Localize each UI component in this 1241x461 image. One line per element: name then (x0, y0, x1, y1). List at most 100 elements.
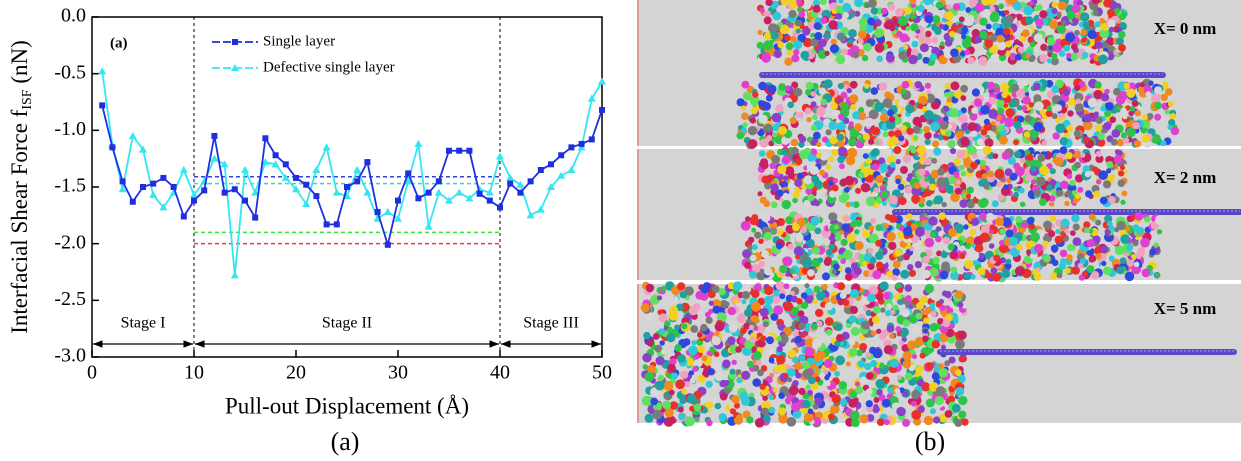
atom (1093, 10, 1099, 16)
point (283, 161, 289, 167)
atom (758, 261, 764, 267)
point (425, 223, 433, 230)
atom (741, 112, 749, 120)
atom (1052, 2, 1058, 8)
atom (957, 150, 966, 159)
atom (757, 42, 764, 49)
atom (1069, 180, 1075, 186)
atom (1024, 131, 1031, 138)
atom (1063, 45, 1070, 52)
atom (655, 381, 665, 391)
atom (748, 237, 754, 243)
point (456, 148, 462, 154)
atom (742, 291, 750, 299)
atom (1039, 166, 1049, 176)
atom (902, 360, 911, 369)
atom (846, 323, 851, 328)
atom (1069, 194, 1074, 199)
atom (945, 39, 952, 46)
caption: (a) (331, 427, 360, 456)
atom (939, 299, 944, 304)
atom (945, 185, 953, 193)
atom (751, 214, 758, 221)
atom (876, 262, 883, 269)
atom (794, 246, 804, 256)
atom (1010, 237, 1019, 246)
atom (963, 224, 968, 229)
point (528, 178, 534, 184)
atom (1095, 253, 1101, 259)
atom (829, 244, 835, 250)
atom (1072, 18, 1078, 24)
atom (1065, 32, 1075, 42)
point (323, 143, 331, 150)
point (242, 198, 248, 204)
atom (811, 125, 817, 131)
atom (752, 244, 758, 250)
y-axis-title-part: (nN) (7, 40, 32, 89)
atom (1138, 87, 1143, 92)
atom (746, 416, 753, 423)
atom (771, 201, 778, 208)
atom (954, 158, 961, 165)
atom (1005, 118, 1015, 128)
atom (867, 294, 876, 303)
atom (909, 246, 914, 251)
atom (771, 229, 777, 235)
atom (758, 100, 764, 106)
atom (1075, 103, 1084, 112)
atom (1065, 268, 1071, 274)
atom (1096, 179, 1101, 184)
atom (899, 340, 904, 345)
point (180, 166, 188, 173)
atom (768, 85, 777, 94)
atom (814, 180, 822, 188)
atom (872, 163, 879, 170)
atom (923, 329, 928, 334)
atom (829, 121, 838, 130)
atom (843, 215, 849, 221)
atom (849, 94, 858, 103)
atom (1003, 28, 1010, 35)
atom (886, 54, 895, 63)
atom (772, 113, 782, 123)
atom (1025, 16, 1033, 24)
atom (912, 354, 917, 359)
atom (979, 31, 987, 39)
atom (1034, 33, 1043, 42)
atom (789, 183, 794, 188)
atom (831, 103, 838, 110)
atom (1096, 125, 1103, 132)
atom (1014, 187, 1019, 192)
atom (745, 216, 751, 222)
atom (709, 301, 714, 306)
atom (789, 385, 799, 395)
y-axis-title: Interfacial Shear Force fISF (nN) (7, 40, 35, 334)
atom (766, 336, 774, 344)
legend-marker (232, 39, 238, 45)
atom (700, 324, 708, 332)
atom (693, 303, 701, 311)
atom (741, 81, 749, 89)
atom (1134, 140, 1141, 147)
atom (643, 332, 650, 339)
atom (979, 18, 987, 26)
atom (930, 53, 937, 60)
atom (681, 389, 687, 395)
atom (993, 255, 1000, 262)
atom (849, 121, 854, 126)
atom (698, 375, 706, 383)
atom (1077, 187, 1083, 193)
atom (897, 375, 902, 380)
point (384, 208, 392, 215)
atom (764, 124, 772, 132)
atom (715, 322, 725, 332)
atom (872, 406, 880, 414)
atom (775, 104, 783, 112)
atom (978, 267, 986, 275)
atom (850, 306, 858, 314)
atom (777, 229, 784, 236)
point (415, 195, 421, 201)
atom (949, 356, 956, 363)
legend-label: Defective single layer (263, 59, 395, 75)
